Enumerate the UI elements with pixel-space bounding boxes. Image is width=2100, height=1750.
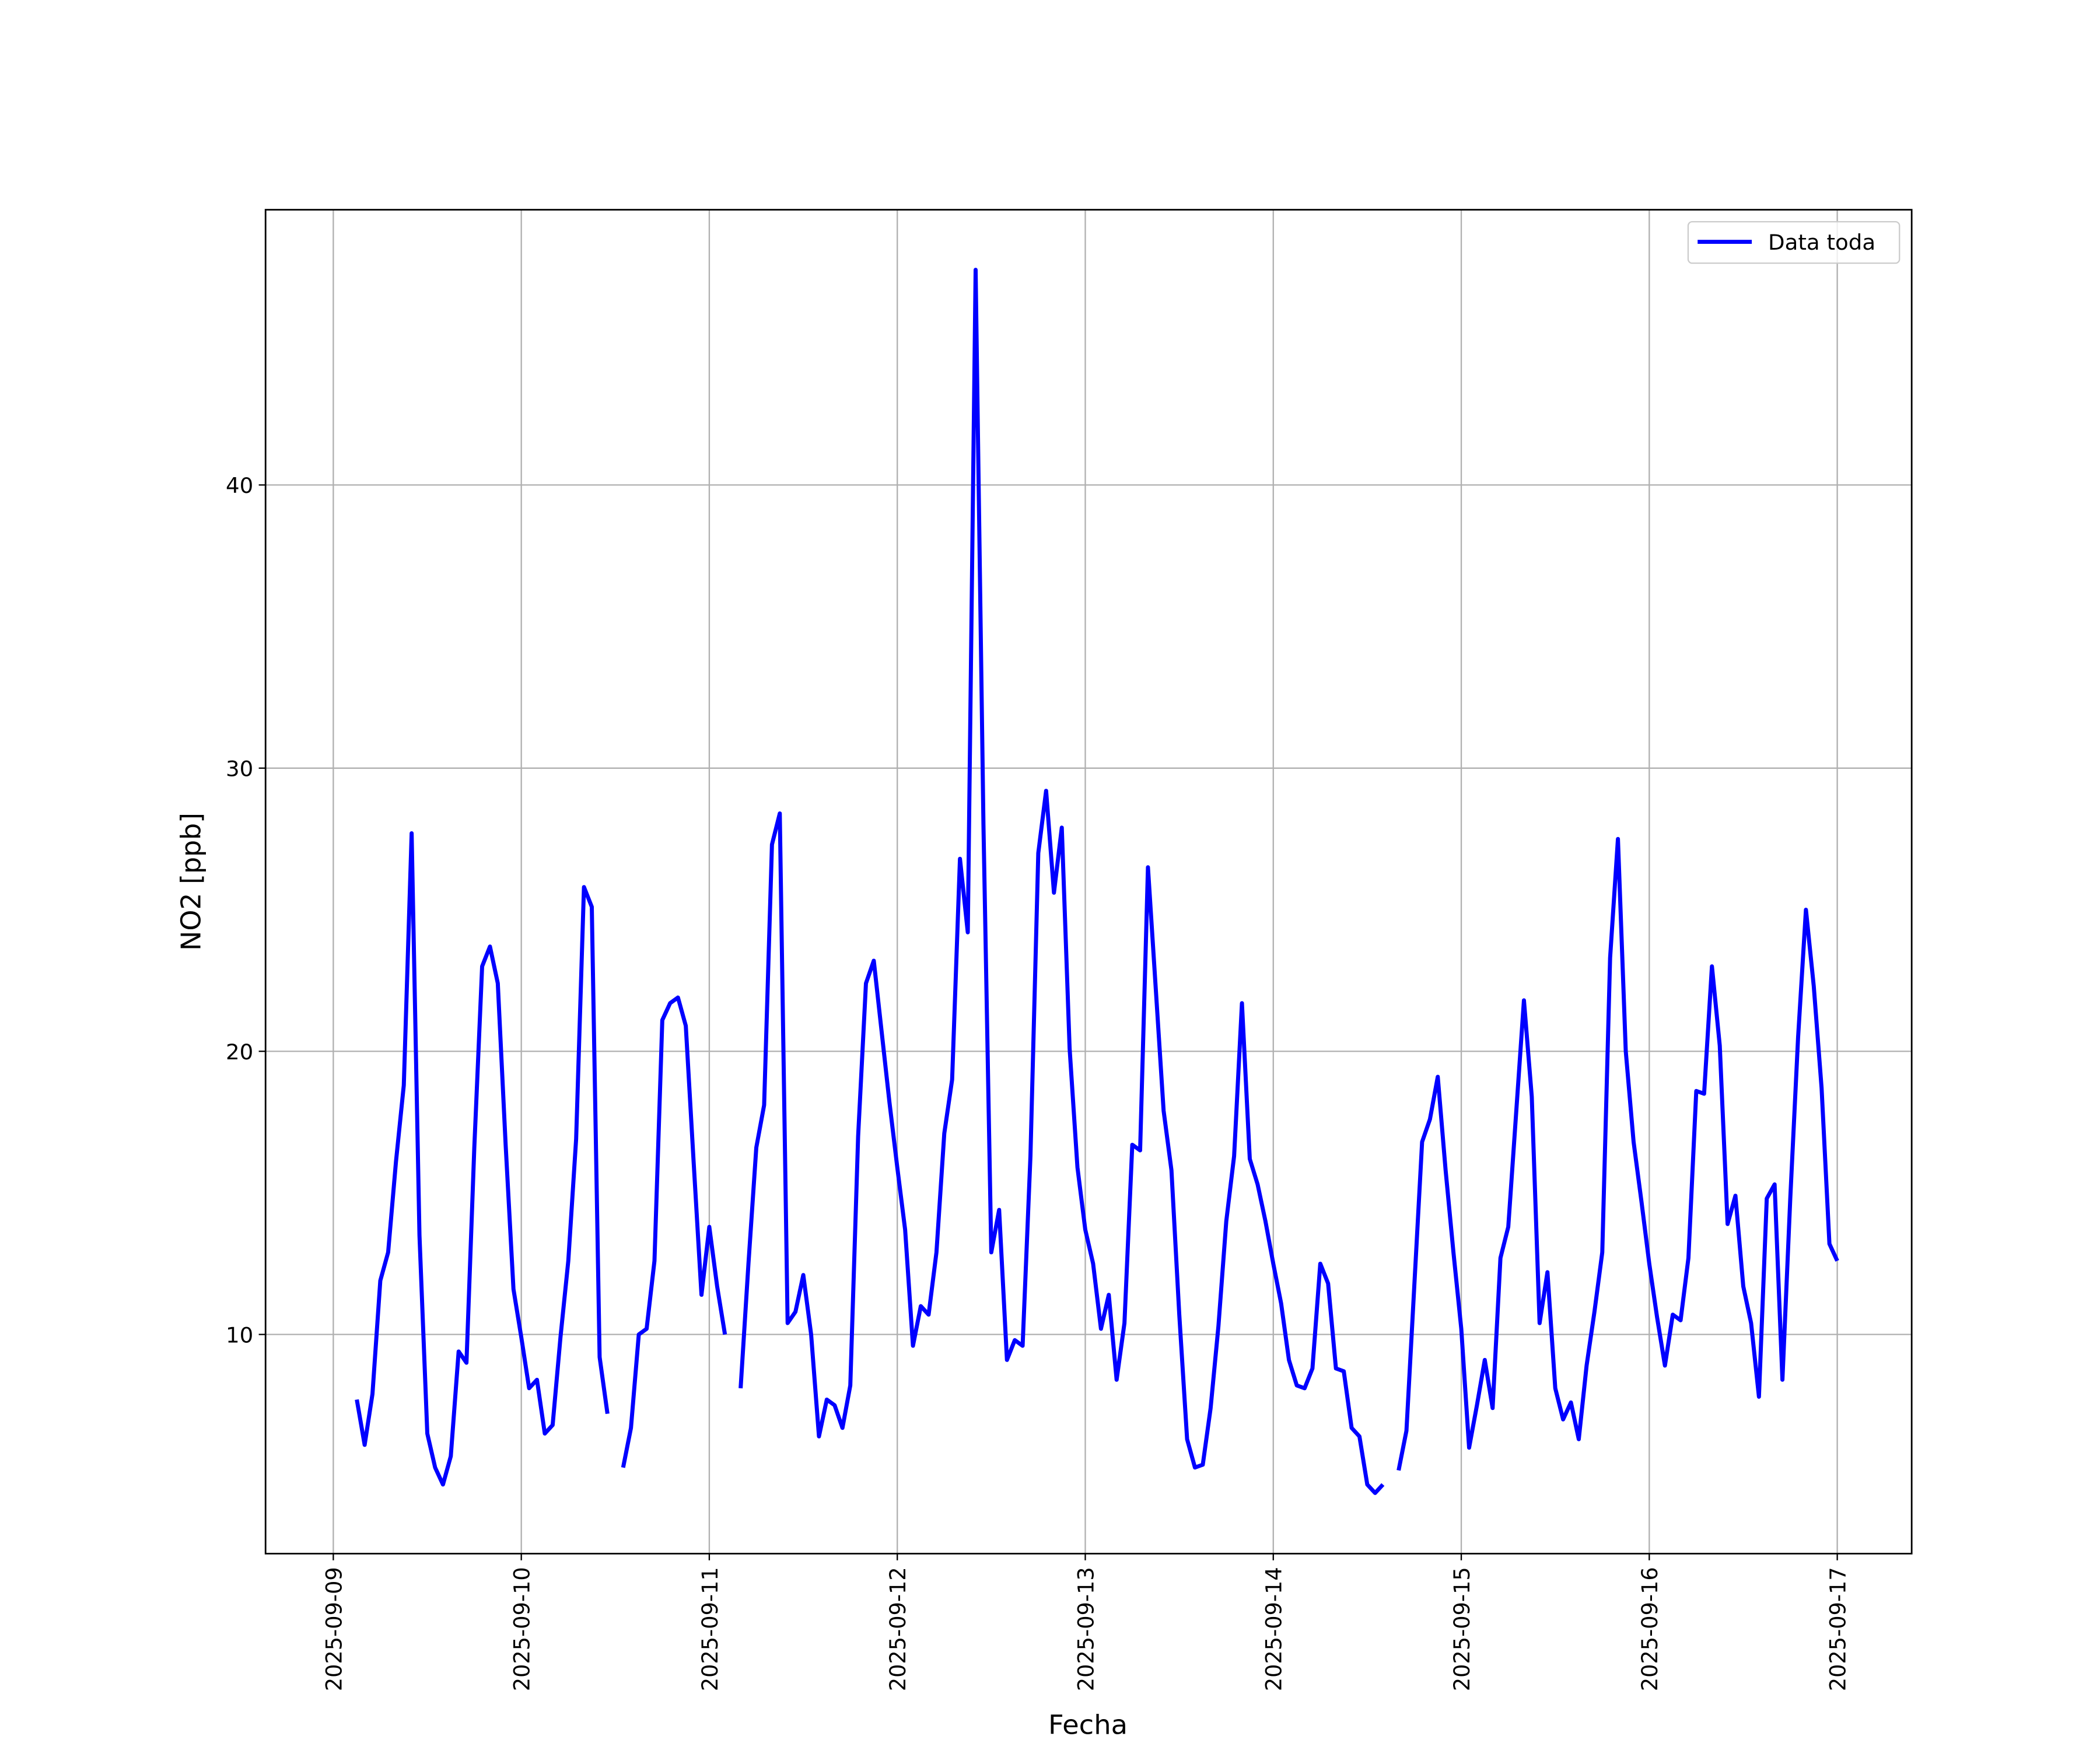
y-axis-label: NO2 [ppb] [175, 813, 206, 951]
x-tick-label: 2025-09-09 [321, 1567, 346, 1691]
legend-label: Data toda [1768, 230, 1875, 255]
y-tick-label: 40 [226, 473, 253, 498]
tick-layer: 10 20 30 40 2025-09-09 2025-09-10 2025-09-11 20… [226, 473, 1851, 1691]
y-tick-label: 30 [226, 757, 253, 782]
x-tick-label: 2025-09-11 [698, 1567, 723, 1691]
legend: Data toda [1687, 221, 1901, 264]
x-axis-label: Fecha [1048, 1709, 1128, 1741]
legend-frame [1687, 221, 1901, 264]
line-layer [355, 268, 1839, 1495]
data-line [355, 268, 1839, 1495]
x-tick-label: 2025-09-13 [1073, 1567, 1098, 1691]
plot-frame [264, 209, 1913, 1555]
x-tick-label: 2025-09-10 [509, 1567, 534, 1691]
x-tick-label: 2025-09-17 [1825, 1567, 1850, 1691]
x-tick-label: 2025-09-16 [1637, 1567, 1662, 1691]
x-tick-label: 2025-09-14 [1261, 1567, 1286, 1691]
x-tick-label: 2025-09-15 [1450, 1567, 1475, 1691]
y-tick-label: 20 [226, 1040, 253, 1065]
x-tick-label: 2025-09-12 [886, 1567, 911, 1691]
y-tick-label: 10 [226, 1323, 253, 1348]
